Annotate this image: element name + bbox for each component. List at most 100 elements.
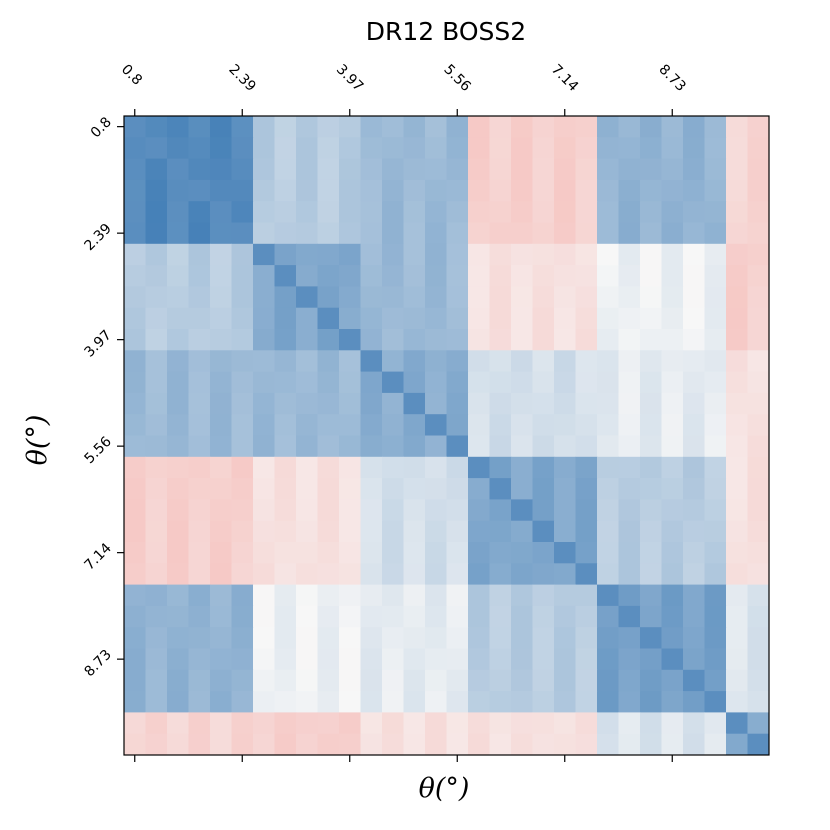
heatmap-cell	[511, 584, 533, 607]
heatmap-cell	[726, 392, 748, 415]
heatmap-cell	[489, 435, 512, 458]
heatmap-cell	[532, 563, 555, 586]
heatmap-cell	[253, 542, 275, 564]
heatmap-cell	[554, 265, 576, 287]
heatmap-cell	[317, 478, 340, 500]
heatmap-cell	[253, 307, 275, 330]
heatmap-cell	[382, 201, 404, 223]
heatmap-cell	[360, 158, 383, 181]
heatmap-cell	[296, 584, 318, 607]
heatmap-cell	[468, 265, 490, 287]
heatmap-cell	[468, 116, 490, 138]
heatmap-cell	[124, 158, 146, 181]
heatmap-cell	[554, 478, 576, 500]
heatmap-cell	[747, 329, 770, 351]
heatmap-cell	[489, 243, 512, 266]
heatmap-cell	[618, 179, 641, 202]
heatmap-cell	[145, 350, 168, 373]
heatmap-cell	[511, 116, 533, 138]
heatmap-cell	[747, 414, 770, 436]
heatmap-cell	[253, 627, 275, 649]
heatmap-cell	[726, 584, 748, 607]
heatmap-cell	[317, 222, 340, 245]
heatmap-cell	[167, 265, 189, 287]
heatmap-cell	[747, 478, 770, 500]
heatmap-cell	[317, 179, 340, 202]
heatmap-cell	[511, 648, 533, 671]
heatmap-cell	[167, 435, 189, 458]
heatmap-cell	[124, 286, 146, 309]
heatmap-cell	[231, 563, 254, 586]
heatmap-cell	[747, 605, 770, 628]
heatmap-cell	[231, 542, 254, 564]
heatmap-cell	[425, 116, 447, 138]
heatmap-cell	[403, 350, 426, 373]
heatmap-cell	[726, 137, 748, 160]
heatmap-cell	[210, 563, 232, 586]
y-tick-label: 8.73	[81, 647, 114, 680]
heatmap-cell	[446, 584, 469, 607]
heatmap-cell	[726, 201, 748, 223]
heatmap-cell	[532, 222, 555, 245]
heatmap-cell	[188, 414, 211, 436]
heatmap-cell	[704, 605, 727, 628]
heatmap-cell	[489, 584, 512, 607]
heatmap-cell	[554, 371, 576, 394]
heatmap-cell	[145, 691, 168, 713]
x-tick-label: 3.97	[333, 62, 366, 95]
heatmap-cell	[145, 584, 168, 607]
heatmap-cell	[253, 478, 275, 500]
heatmap-cell	[468, 435, 490, 458]
heatmap-cell	[511, 520, 533, 543]
heatmap-cell	[296, 499, 318, 522]
heatmap-cell	[231, 201, 254, 223]
heatmap-cell	[575, 116, 598, 138]
heatmap-cell	[597, 627, 619, 649]
heatmap-cell	[747, 392, 770, 415]
heatmap-cell	[382, 584, 404, 607]
heatmap-cell	[382, 542, 404, 564]
heatmap-cell	[511, 265, 533, 287]
heatmap-cell	[382, 243, 404, 266]
heatmap-cell	[683, 201, 705, 223]
heatmap-cell	[511, 201, 533, 223]
heatmap-cell	[145, 414, 168, 436]
heatmap-cell	[511, 691, 533, 713]
heatmap-cell	[489, 542, 512, 564]
heatmap-cell	[253, 137, 275, 160]
heatmap-cell	[231, 179, 254, 202]
heatmap-cell	[747, 520, 770, 543]
heatmap-cell	[124, 605, 146, 628]
heatmap-cell	[489, 478, 512, 500]
heatmap-cell	[188, 179, 211, 202]
heatmap-cell	[618, 371, 641, 394]
heatmap-cell	[188, 329, 211, 351]
heatmap-cell	[296, 627, 318, 649]
heatmap-cell	[382, 350, 404, 373]
heatmap-cell	[575, 435, 598, 458]
heatmap-cell	[618, 265, 641, 287]
heatmap-cell	[532, 158, 555, 181]
heatmap-cell	[446, 286, 469, 309]
heatmap-cell	[704, 116, 727, 138]
heatmap-cell	[726, 499, 748, 522]
heatmap-cell	[403, 137, 426, 160]
heatmap-cell	[403, 243, 426, 266]
heatmap-cell	[210, 137, 232, 160]
y-axis-label: θ(°)	[22, 415, 53, 466]
heatmap-cell	[597, 222, 619, 245]
heatmap-cell	[339, 520, 361, 543]
heatmap-cell	[597, 712, 619, 735]
heatmap-cell	[726, 669, 748, 692]
heatmap-cell	[554, 286, 576, 309]
heatmap-cell	[661, 329, 684, 351]
heatmap-cell	[145, 265, 168, 287]
heatmap-cell	[360, 243, 383, 266]
heatmap-cell	[339, 712, 361, 735]
heatmap-cell	[726, 116, 748, 138]
heatmap-cell	[317, 371, 340, 394]
heatmap-cell	[640, 243, 662, 266]
heatmap-cell	[726, 520, 748, 543]
heatmap-cell	[661, 499, 684, 522]
heatmap-cell	[661, 584, 684, 607]
